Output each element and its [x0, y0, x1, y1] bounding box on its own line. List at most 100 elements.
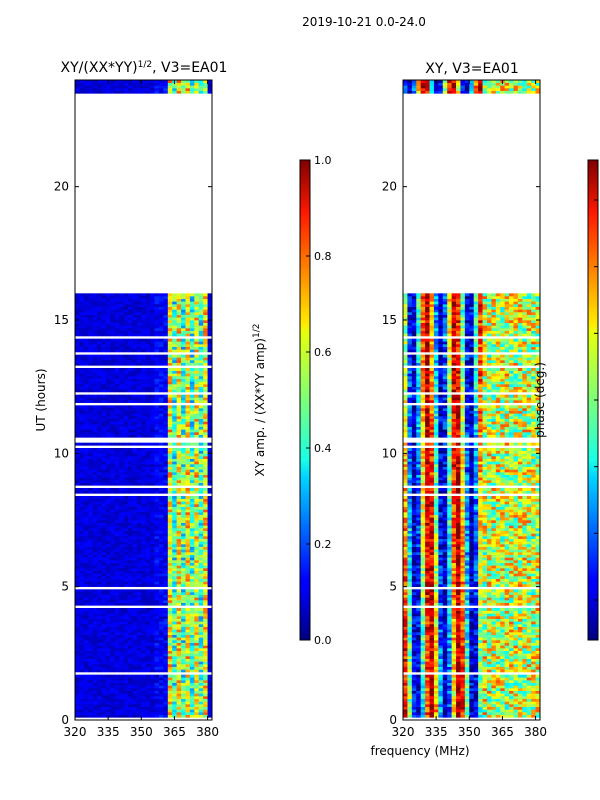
- heat-cell: [167, 610, 173, 614]
- heat-cell: [141, 434, 147, 438]
- heat-cell: [158, 381, 164, 385]
- heat-cell: [203, 554, 208, 558]
- heat-cell: [141, 296, 147, 299]
- heat-cell: [136, 376, 142, 379]
- heat-cell: [203, 661, 208, 665]
- heat-cell: [79, 688, 85, 691]
- heat-cell: [97, 296, 102, 299]
- heat-cell: [128, 394, 133, 398]
- heat-cell: [176, 82, 182, 86]
- heat-cell: [128, 626, 133, 630]
- heat-cell: [194, 346, 200, 350]
- heat-cell: [128, 544, 133, 547]
- heat-cell: [145, 666, 151, 670]
- heat-cell: [207, 442, 213, 446]
- heat-cell: [203, 578, 208, 582]
- heat-cell: [123, 325, 129, 329]
- heat-cell: [105, 477, 111, 481]
- heat-cell: [128, 549, 133, 553]
- heat-cell: [119, 690, 125, 694]
- heat-cell: [181, 634, 186, 638]
- heat-cell: [203, 317, 208, 321]
- heat-cell: [128, 554, 133, 558]
- heat-cell: [460, 714, 466, 718]
- heat-cell: [110, 576, 116, 579]
- heat-cell: [75, 432, 80, 435]
- heat-cell: [181, 416, 186, 419]
- heat-cell: [88, 693, 94, 697]
- heat-cell: [163, 621, 169, 625]
- heat-cell: [132, 600, 138, 603]
- heat-cell: [176, 474, 182, 478]
- heat-cell: [110, 304, 116, 307]
- heat-cell: [110, 346, 116, 350]
- heat-cell: [128, 536, 133, 539]
- heat-cell: [456, 714, 461, 718]
- heat-cell: [141, 293, 147, 297]
- heat-cell: [97, 554, 102, 558]
- heat-cell: [136, 637, 142, 641]
- heat-cell: [185, 546, 191, 550]
- heat-cell: [83, 592, 89, 595]
- heat-cell: [181, 648, 186, 651]
- heat-cell: [83, 421, 89, 425]
- heat-cell: [189, 301, 195, 305]
- heat-cell: [97, 637, 102, 641]
- heat-cell: [97, 653, 102, 657]
- heat-cell: [141, 410, 147, 414]
- heat-cell: [145, 514, 151, 518]
- heat-cell: [163, 680, 169, 683]
- heat-cell: [79, 450, 85, 454]
- heat-cell: [176, 296, 182, 299]
- heat-cell: [128, 453, 133, 457]
- heat-cell: [101, 704, 107, 707]
- heat-cell: [128, 714, 133, 718]
- heat-cell: [123, 712, 129, 715]
- heat-cell: [119, 472, 125, 475]
- heat-cell: [145, 397, 151, 401]
- heat-cell: [114, 538, 120, 542]
- heat-cell: [207, 328, 213, 331]
- heat-cell: [207, 410, 213, 414]
- heat-cell: [83, 701, 89, 705]
- heat-cell: [198, 317, 204, 321]
- heat-cell: [167, 453, 173, 457]
- heat-cell: [167, 405, 173, 409]
- heat-cell: [176, 293, 182, 297]
- heat-cell: [105, 426, 111, 430]
- heat-cell: [123, 501, 129, 505]
- heat-cell: [132, 690, 138, 694]
- heat-cell: [207, 637, 213, 641]
- heat-cell: [522, 709, 528, 713]
- heat-cell: [105, 474, 111, 478]
- heat-cell: [189, 677, 195, 681]
- heat-cell: [194, 514, 200, 518]
- heat-cell: [75, 674, 80, 678]
- heat-cell: [150, 522, 155, 526]
- heat-cell: [92, 560, 98, 563]
- heat-cell: [163, 506, 169, 510]
- heat-cell: [83, 693, 89, 697]
- heat-cell: [154, 349, 160, 353]
- heat-cell: [154, 712, 160, 715]
- heat-cell: [136, 640, 142, 643]
- heat-cell: [83, 584, 89, 587]
- heat-cell: [114, 472, 120, 475]
- heat-cell: [83, 653, 89, 657]
- heat-cell: [132, 328, 138, 331]
- heat-cell: [163, 541, 169, 545]
- heat-cell: [101, 373, 107, 377]
- heat-cell: [176, 488, 182, 491]
- heat-cell: [154, 330, 160, 334]
- heat-cell: [158, 514, 164, 518]
- heat-cell: [172, 82, 178, 86]
- heat-cell: [176, 624, 182, 627]
- heat-cell: [123, 349, 129, 353]
- heat-cell: [145, 677, 151, 681]
- heat-cell: [194, 298, 200, 302]
- heat-cell: [75, 602, 80, 606]
- heat-cell: [141, 661, 147, 665]
- heat-cell: [128, 408, 133, 411]
- heat-cell: [92, 314, 98, 318]
- heat-cell: [132, 448, 138, 451]
